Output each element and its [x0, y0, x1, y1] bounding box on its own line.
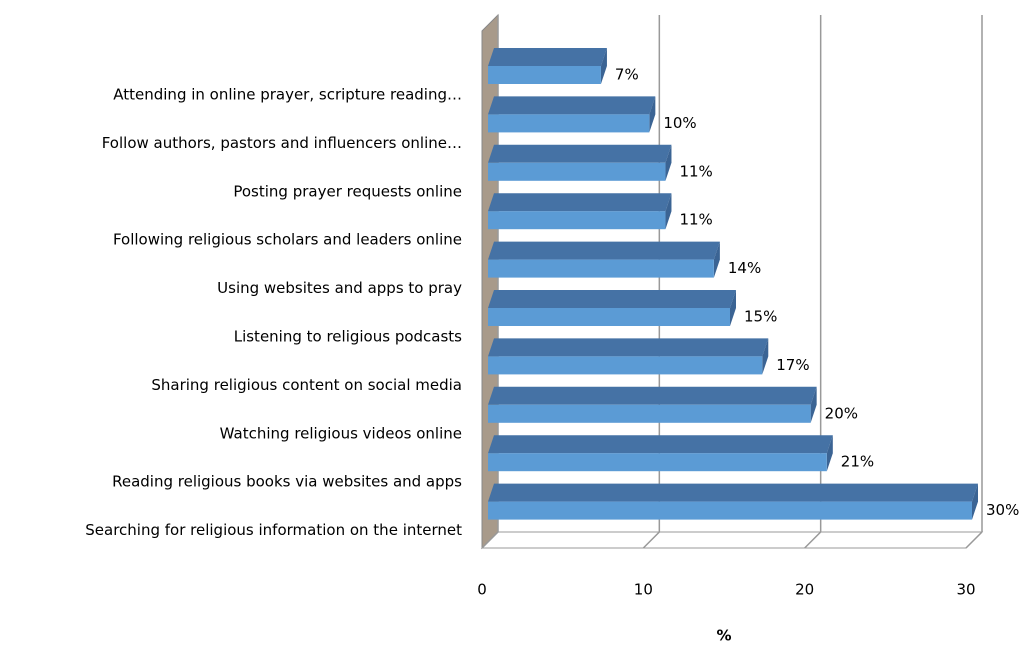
y-tick-label: Listening to religious podcasts [234, 328, 462, 346]
y-tick-label: Attending in online prayer, scripture re… [113, 86, 462, 104]
bar-side [665, 193, 672, 230]
bar-top [488, 144, 672, 163]
bar-side [762, 338, 769, 375]
bar-side [665, 144, 672, 181]
y-tick-label: Sharing religious content on social medi… [151, 376, 462, 394]
y-tick-label: Watching religious videos online [220, 424, 462, 442]
value-label: 20% [825, 404, 858, 422]
bar [488, 404, 811, 423]
bar [488, 211, 666, 230]
bar-side [826, 435, 833, 472]
y-tick-label: Following religious scholars and leaders… [113, 231, 462, 249]
bar-top [488, 435, 833, 454]
floor-grid-line [804, 531, 822, 549]
y-tick-label: Reading religious books via websites and… [112, 473, 462, 491]
bar [488, 308, 730, 326]
bar-side [972, 483, 978, 520]
bar-top [488, 483, 978, 502]
value-label: 15% [744, 308, 777, 326]
value-label: 17% [776, 356, 809, 374]
bar [488, 259, 714, 278]
value-label: 30% [986, 501, 1019, 519]
value-label: 7% [615, 66, 639, 84]
y-tick-label: Posting prayer requests online [233, 182, 462, 200]
value-label: 10% [663, 114, 696, 132]
value-label: 11% [679, 211, 712, 229]
y-tick-label: Searching for religious information on t… [85, 521, 462, 539]
bar-top [488, 386, 817, 405]
bar [488, 114, 650, 133]
bar-side [810, 386, 817, 423]
value-label: 21% [841, 453, 874, 471]
bar-top [488, 48, 607, 66]
bar [488, 162, 666, 181]
x-tick-label: 20 [795, 581, 814, 599]
x-tick-label: 10 [634, 581, 653, 599]
bar-top [488, 241, 720, 260]
bar [488, 356, 763, 375]
y-tick-label: Using websites and apps to pray [217, 279, 462, 297]
floor-grid-line [642, 531, 660, 549]
bar-side [600, 48, 607, 84]
x-tick-label: 30 [956, 581, 975, 599]
bar-top [488, 290, 736, 308]
bar [488, 501, 972, 520]
bar-side [713, 241, 720, 278]
bar-top [488, 193, 672, 212]
value-label: 14% [728, 259, 761, 277]
x-axis-label: % [716, 627, 731, 645]
bar-top [488, 338, 769, 357]
bar-side [649, 96, 656, 133]
floor-grid-line [965, 531, 983, 549]
x-tick-label: 0 [477, 581, 487, 599]
value-label: 11% [679, 162, 712, 180]
bar-side [730, 290, 736, 326]
bar [488, 66, 601, 84]
y-tick-label: Follow authors, pastors and influencers … [102, 134, 462, 152]
bar-top [488, 96, 656, 115]
floor-grid-line [481, 531, 499, 549]
bar [488, 453, 827, 472]
floor [480, 531, 984, 549]
